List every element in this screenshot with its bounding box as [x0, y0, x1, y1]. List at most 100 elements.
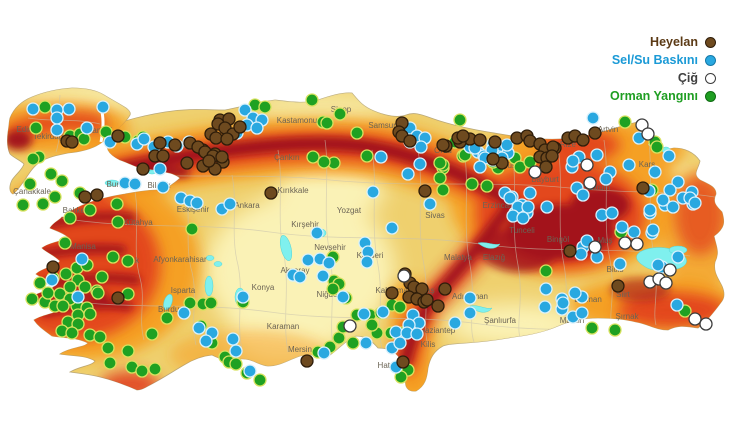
event-dot-orman [326, 282, 340, 296]
event-dot-orman [480, 179, 494, 193]
event-dot-sel [414, 140, 428, 154]
event-dot-heyelan [420, 293, 434, 307]
legend-dot-orman [705, 91, 716, 102]
event-dot-sel [238, 103, 252, 117]
province-label-afyonkarahisar: Afyonkarahisar [153, 255, 207, 264]
event-dot-heyelan [46, 260, 60, 274]
event-markers [16, 93, 713, 387]
event-dot-heyelan [438, 282, 452, 296]
event-dot-orman [78, 280, 92, 294]
event-dot-heyelan [153, 136, 167, 150]
province-label-burdur: Burdur [158, 305, 182, 314]
event-dot-orman [365, 318, 379, 332]
event-dot-orman [77, 132, 91, 146]
event-dot-orman [608, 323, 622, 337]
event-dot-cig [397, 269, 411, 283]
event-dot-sel [473, 160, 487, 174]
event-dot-sel [374, 150, 388, 164]
event-dot-orman [320, 116, 334, 130]
event-dot-heyelan [111, 129, 125, 143]
event-dot-orman [36, 197, 50, 211]
event-dot-orman [148, 362, 162, 376]
event-dot-sel [366, 185, 380, 199]
event-dot-orman [258, 100, 272, 114]
event-dot-orman [63, 211, 77, 225]
province-label-manisa: Manisa [70, 242, 96, 251]
event-dot-heyelan [385, 286, 399, 300]
event-dot-sel [243, 364, 257, 378]
event-dot-heyelan [396, 355, 410, 369]
event-dot-sel [523, 186, 537, 200]
province-label-yozgat: Yozgat [337, 206, 362, 215]
event-dot-sel [128, 177, 142, 191]
event-dot-orman [433, 171, 447, 185]
event-dot-sel [627, 225, 641, 239]
event-dot-cig [659, 276, 673, 290]
event-dot-sel [666, 200, 680, 214]
event-dot-sel [671, 175, 685, 189]
event-dot-orman [25, 292, 39, 306]
legend-item-sel: Sel/Su Baskını [610, 54, 716, 67]
event-dot-sel [670, 298, 684, 312]
event-dot-sel [385, 221, 399, 235]
event-dot-sel [613, 257, 627, 271]
event-dot-orman [183, 296, 197, 310]
event-dot-orman [453, 113, 467, 127]
event-dot-orman [48, 190, 62, 204]
event-dot-sel [199, 334, 213, 348]
event-dot-orman [135, 364, 149, 378]
province-label-isparta: Isparta [171, 286, 196, 295]
event-dot-orman [393, 300, 407, 314]
province-label-malatya: Malatya [444, 253, 473, 262]
event-dot-sel [599, 172, 613, 186]
event-dot-sel [586, 111, 600, 125]
province-label-çankırı: Çankırı [274, 153, 300, 162]
event-dot-orman [95, 270, 109, 284]
event-dot-sel [651, 258, 665, 272]
province-label-gümüşhane: Gümüşhane [490, 161, 534, 170]
province-label-kahramanmaraş: Kahramanmaraş [375, 286, 434, 295]
event-dot-heyelan [156, 149, 170, 163]
event-dot-sel [671, 250, 685, 264]
province-label-bingöl: Bingöl [547, 235, 569, 244]
province-label-ankara: Ankara [234, 201, 260, 210]
event-dot-sel [96, 100, 110, 114]
event-dot-sel [310, 226, 324, 240]
event-dot-cig [580, 158, 594, 172]
event-dot-sel [575, 306, 589, 320]
event-dot-orman [83, 203, 97, 217]
province-label-elazığ: Elazığ [483, 253, 505, 262]
event-dot-orman [618, 115, 632, 129]
province-label-konya: Konya [252, 283, 275, 292]
event-dot-sel [153, 162, 167, 176]
event-dot-sel [316, 269, 330, 283]
event-dot-heyelan [418, 184, 432, 198]
event-dot-orman [350, 126, 364, 140]
event-dot-sel [322, 256, 336, 270]
event-dot-orman [93, 330, 107, 344]
event-dot-cig [635, 118, 649, 132]
event-dot-sel [500, 138, 514, 152]
event-dot-sel [615, 220, 629, 234]
map-legend: Heyelan Sel/Su Baskını Çiğ Orman Yangını [610, 36, 716, 108]
event-dot-sel [590, 148, 604, 162]
event-dot-cig [618, 236, 632, 250]
province-label-tunceli: Tunceli [509, 226, 535, 235]
event-dot-orman [26, 152, 40, 166]
event-dot-orman [433, 156, 447, 170]
event-dot-sel [357, 307, 371, 321]
event-dot-sel [503, 191, 517, 205]
event-dot-orman [346, 336, 360, 350]
event-dot-orman [306, 150, 320, 164]
event-dot-orman [650, 140, 664, 154]
province-label-artvin: Artvin [598, 125, 618, 134]
event-dot-sel [360, 255, 374, 269]
event-dot-heyelan [436, 138, 450, 152]
event-dot-sel [359, 336, 373, 350]
province-label-kastamonu: Kastamonu [277, 116, 317, 125]
event-dot-sel [62, 102, 76, 116]
province-label-i̇stanbul: İstanbul [84, 126, 112, 135]
province-label-kars: Kars [639, 160, 655, 169]
event-dot-heyelan [202, 154, 216, 168]
event-dot-orman [83, 307, 97, 321]
